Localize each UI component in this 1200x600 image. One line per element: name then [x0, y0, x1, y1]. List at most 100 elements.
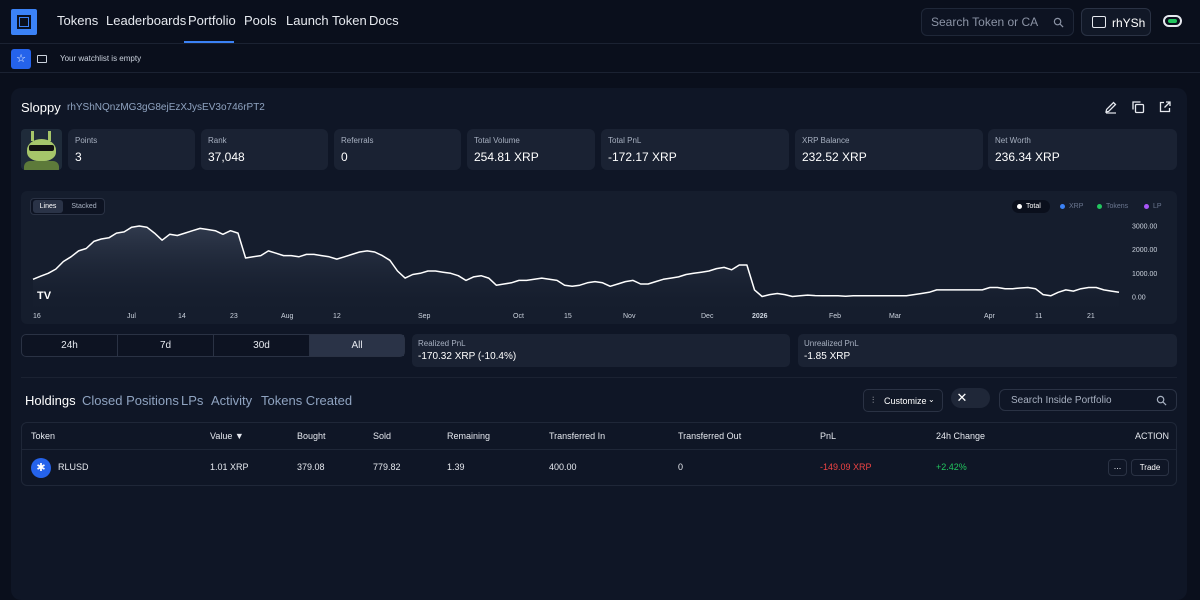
y-tick-label: 0.00 [1132, 295, 1146, 302]
stat-value: 3 [75, 150, 82, 164]
x-tick-label: 15 [564, 313, 572, 320]
watchlist-empty-text: Your watchlist is empty [60, 54, 142, 63]
nav-link-tokens[interactable]: Tokens [57, 13, 99, 28]
legend-label: Tokens [1106, 203, 1129, 210]
token-search [921, 8, 1074, 36]
column-header-sold[interactable]: Sold [373, 431, 392, 441]
x-tick-label: 12 [333, 313, 341, 320]
unrealized-pnl-value: -1.85 XRP [804, 351, 851, 362]
cell-value: 1.01 XRP [210, 462, 249, 472]
column-header-pnl[interactable]: PnL [820, 431, 837, 441]
customize-button[interactable]: ⫶ Customize ⌄ [863, 389, 943, 412]
wallet-label: rhYSh [1112, 16, 1146, 30]
column-header-token[interactable]: Token [31, 431, 56, 441]
profile-name: Sloppy [21, 100, 61, 115]
legend-xrp[interactable]: XRP [1055, 200, 1087, 213]
avatar [21, 129, 62, 170]
legend-tokens[interactable]: Tokens [1092, 200, 1134, 213]
range-tab-24h[interactable]: 24h [22, 335, 118, 356]
copy-icon[interactable] [1131, 100, 1145, 114]
range-tab-30d[interactable]: 30d [214, 335, 310, 356]
legend-dot [1144, 204, 1149, 209]
nav-active-indicator [184, 41, 234, 43]
nav-link-leaderboards[interactable]: Leaderboards [106, 13, 187, 28]
column-header-remaining[interactable]: Remaining [447, 431, 491, 441]
column-header-transferred-in[interactable]: Transferred In [549, 431, 606, 441]
sliders-icon: ⫶ [872, 395, 875, 405]
x-tick-label: Aug [281, 313, 294, 320]
stat-total-pnl: Total PnL -172.17 XRP [601, 129, 789, 170]
unrealized-pnl-label: Unrealized PnL [804, 339, 859, 348]
nav-link-pools[interactable]: Pools [244, 13, 277, 28]
mode-lines-button[interactable]: Lines [33, 200, 63, 213]
tab-tokens-created[interactable]: Tokens Created [261, 393, 353, 408]
stat-value: 232.52 XRP [802, 150, 867, 164]
tab-holdings[interactable]: Holdings [25, 393, 76, 408]
customize-label: Customize [884, 396, 927, 406]
logo-icon[interactable] [11, 9, 37, 35]
portfolio-search [999, 389, 1177, 411]
series-line-total [32, 225, 1120, 298]
nav-link-portfolio[interactable]: Portfolio [188, 13, 236, 28]
cell-24h-change: +2.42% [936, 462, 967, 472]
legend-lp[interactable]: LP [1139, 200, 1167, 213]
cell-bought: 379.08 [297, 462, 325, 472]
search-icon [1156, 395, 1167, 406]
stat-value: 37,048 [208, 150, 245, 164]
edit-icon[interactable] [1104, 100, 1118, 114]
x-tick-label: Feb [829, 313, 841, 320]
stat-label: Net Worth [995, 136, 1031, 145]
cell-transferred-in: 400.00 [549, 462, 577, 472]
cell-token[interactable]: RLUSD [58, 462, 89, 472]
tab-lps[interactable]: LPs [181, 393, 204, 408]
x-tick-label: 11 [1035, 313, 1042, 320]
legend-total[interactable]: Total [1012, 200, 1050, 213]
theme-toggle-icon[interactable] [1163, 15, 1182, 27]
nav-link-launch-token[interactable]: Launch Token [286, 13, 367, 28]
star-icon[interactable]: ☆ [11, 49, 31, 69]
portfolio-search-input[interactable] [1011, 395, 1151, 406]
column-header-value[interactable]: Value ▼ [210, 431, 244, 441]
x-tick-label: 21 [1087, 313, 1095, 320]
legend-label: XRP [1069, 203, 1084, 210]
profile-address[interactable]: rhYShNQnzMG3gG8ejEzXJysEV3o746rPT2 [67, 102, 265, 113]
range-tab-all[interactable]: All [310, 335, 404, 356]
column-header-24h-change[interactable]: 24h Change [936, 431, 986, 441]
stat-total-volume: Total Volume 254.81 XRP [467, 129, 595, 170]
realized-pnl-value: -170.32 XRP (-10.4%) [418, 351, 517, 362]
tab-closed-positions[interactable]: Closed Positions [82, 393, 179, 408]
chart-area-fill [33, 226, 1119, 311]
x-tick-label: Nov [623, 313, 636, 320]
wallet-icon [1092, 16, 1106, 28]
legend-label: Total [1026, 203, 1041, 210]
folder-icon[interactable] [33, 49, 51, 69]
stat-value: -172.17 XRP [608, 150, 677, 164]
stat-points: Points 3 [68, 129, 195, 170]
stat-label: XRP Balance [802, 136, 850, 145]
mode-stacked-button[interactable]: Stacked [71, 203, 97, 210]
time-range-tabs: 24h 7d 30d All [21, 334, 405, 357]
section-divider [21, 377, 1177, 378]
net-worth-chart[interactable]: 3000.00 2000.00 1000.00 0.00 16 Jul 14 23 Aug 12 S… [21, 191, 1177, 324]
legend-dot [1017, 204, 1022, 209]
column-header-bought[interactable]: Bought [297, 431, 326, 441]
more-options-button[interactable]: ... [1108, 459, 1127, 476]
column-header-transferred-out[interactable]: Transferred Out [678, 431, 742, 441]
x-tick-label: Sep [418, 313, 431, 320]
x-tick-label: Apr [984, 313, 996, 320]
legend-dot [1097, 204, 1102, 209]
external-link-icon[interactable] [1158, 100, 1172, 114]
wallet-button[interactable]: rhYSh [1081, 8, 1151, 36]
hide-small-toggle[interactable]: ✕ [951, 388, 990, 408]
trade-button[interactable]: Trade [1131, 459, 1169, 476]
watchlist-bar: ☆ Your watchlist is empty [0, 45, 1200, 73]
stat-label: Total Volume [474, 136, 520, 145]
range-tab-7d[interactable]: 7d [118, 335, 214, 356]
tab-activity[interactable]: Activity [211, 393, 253, 408]
stat-label: Rank [208, 136, 227, 145]
tradingview-logo[interactable]: TV [37, 290, 52, 302]
token-search-input[interactable] [931, 15, 1051, 29]
unrealized-pnl-box: Unrealized PnL -1.85 XRP [798, 334, 1177, 367]
nav-link-docs[interactable]: Docs [369, 13, 399, 28]
realized-pnl-label: Realized PnL [418, 339, 466, 348]
